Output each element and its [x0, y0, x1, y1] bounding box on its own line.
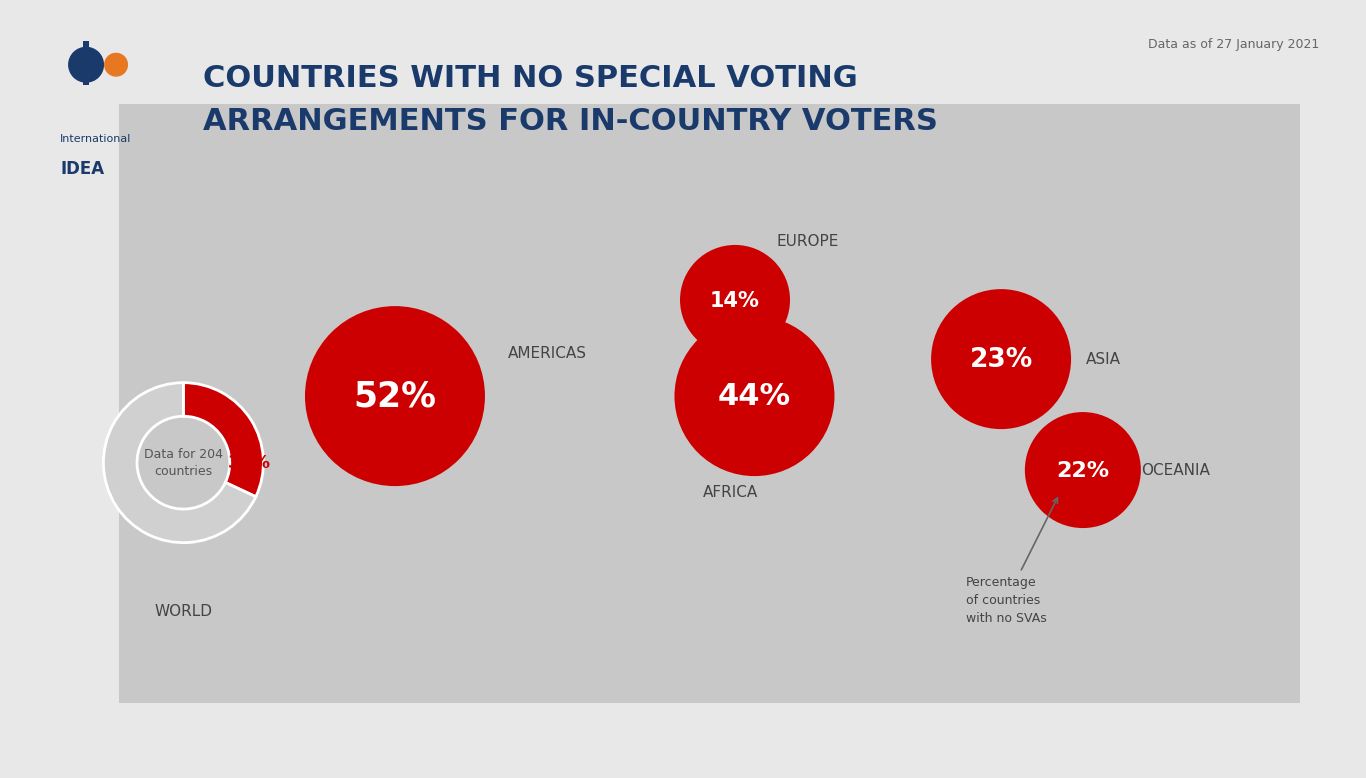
Bar	[83, 41, 89, 86]
Text: Data as of 27 January 2021: Data as of 27 January 2021	[1147, 38, 1318, 51]
Ellipse shape	[932, 289, 1071, 429]
Text: WORLD: WORLD	[154, 604, 212, 619]
Text: 32%: 32%	[227, 454, 270, 472]
Text: IDEA: IDEA	[60, 159, 104, 178]
Text: ARRANGEMENTS FOR IN-COUNTRY VOTERS: ARRANGEMENTS FOR IN-COUNTRY VOTERS	[202, 107, 937, 135]
Wedge shape	[183, 383, 264, 497]
Wedge shape	[104, 383, 255, 543]
Text: COUNTRIES WITH NO SPECIAL VOTING: COUNTRIES WITH NO SPECIAL VOTING	[202, 64, 858, 93]
Text: International: International	[60, 134, 131, 144]
Ellipse shape	[675, 317, 835, 476]
Text: Data for 204
countries: Data for 204 countries	[143, 448, 223, 478]
Text: 22%: 22%	[1056, 461, 1109, 480]
Text: EUROPE: EUROPE	[776, 233, 839, 249]
Text: AMERICAS: AMERICAS	[508, 346, 587, 361]
Bar	[119, 104, 1299, 703]
Text: OCEANIA: OCEANIA	[1141, 463, 1210, 478]
Ellipse shape	[1024, 412, 1141, 528]
Ellipse shape	[68, 47, 104, 83]
Ellipse shape	[680, 245, 790, 356]
Text: ASIA: ASIA	[1086, 352, 1120, 367]
Text: 44%: 44%	[717, 382, 791, 411]
Ellipse shape	[104, 53, 128, 77]
Text: 23%: 23%	[970, 346, 1033, 373]
Text: 52%: 52%	[354, 380, 436, 413]
Text: AFRICA: AFRICA	[702, 485, 758, 500]
Text: 14%: 14%	[710, 290, 759, 310]
Ellipse shape	[305, 307, 485, 486]
Text: Percentage
of countries
with no SVAs: Percentage of countries with no SVAs	[966, 498, 1057, 624]
